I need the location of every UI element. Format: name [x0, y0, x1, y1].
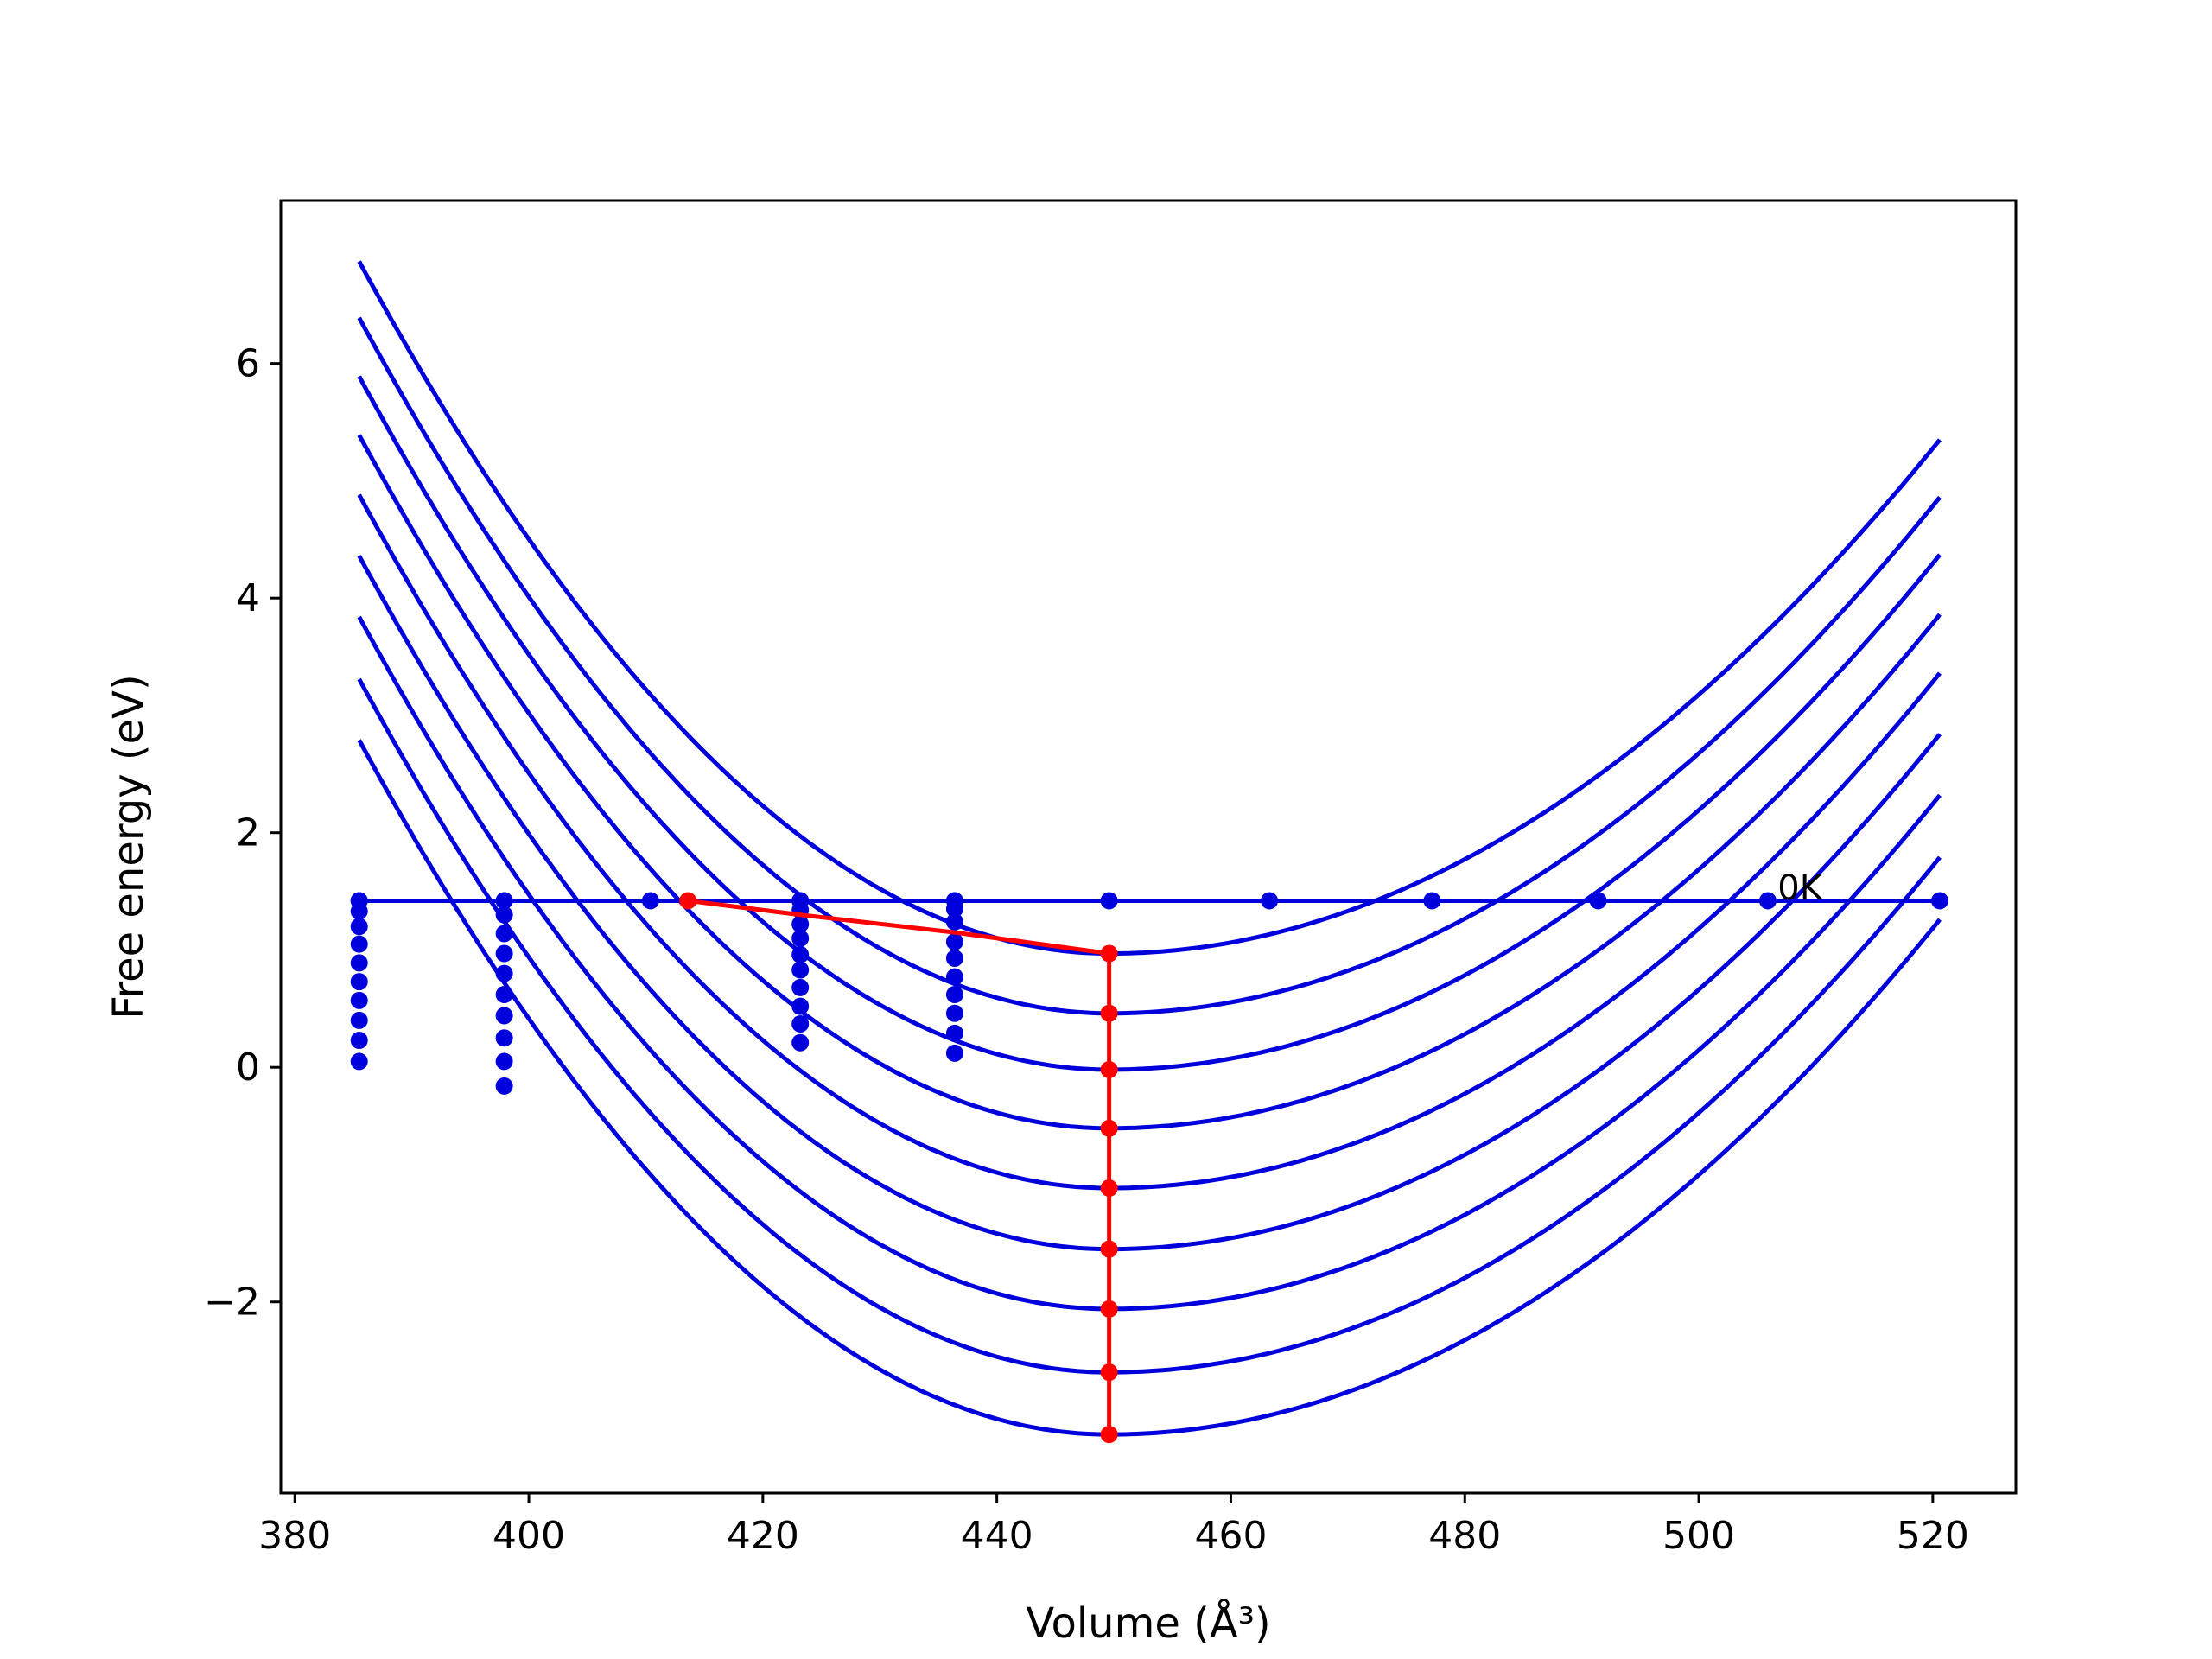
column-point: [945, 1044, 963, 1062]
red-vertical-point: [1100, 1426, 1118, 1444]
red-vertical-point: [1100, 1240, 1118, 1258]
red-vertical-point: [1100, 1300, 1118, 1318]
line-point: [1930, 892, 1948, 910]
energy-curve-2: [357, 316, 1942, 1016]
y-axis-ticks: −2 0 2 4 6: [204, 342, 281, 1325]
column-point: [791, 997, 810, 1015]
column-point: [791, 978, 810, 996]
column-point: [495, 964, 513, 982]
line-point: [1100, 892, 1118, 910]
line-point: [1589, 892, 1607, 910]
column-point: [350, 1011, 368, 1029]
column-point: [791, 1014, 810, 1033]
red-vertical-point: [1100, 1179, 1118, 1198]
column-point: [350, 1031, 368, 1049]
column-point: [495, 906, 513, 924]
energy-curve-5: [357, 493, 1942, 1191]
column-point: [495, 944, 513, 963]
x-tick-label: 400: [493, 1514, 565, 1558]
energy-curve-3: [357, 375, 1942, 1072]
column-point: [350, 991, 368, 1009]
x-tick-label: 480: [1428, 1514, 1501, 1558]
column-point: [495, 986, 513, 1004]
column-point: [791, 945, 810, 963]
red-path-start-point: [679, 892, 697, 910]
column-point: [350, 973, 368, 991]
column-point: [791, 961, 810, 979]
column-point: [495, 925, 513, 943]
column-point: [945, 912, 963, 931]
y-tick-label: 6: [236, 342, 260, 386]
column-point: [791, 929, 810, 947]
column-point: [791, 1033, 810, 1052]
column-point: [945, 1024, 963, 1042]
column-point: [945, 986, 963, 1004]
column-point: [350, 1052, 368, 1071]
energy-curve-4: [357, 434, 1942, 1131]
column-point: [945, 968, 963, 986]
x-tick-label: 520: [1897, 1514, 1969, 1558]
points-layer: [350, 892, 1948, 1095]
line-point: [1423, 892, 1441, 910]
x-tick-label: 420: [727, 1514, 799, 1558]
energy-curve-1: [357, 260, 1942, 956]
red-path: [687, 898, 1109, 957]
column-point: [945, 949, 963, 967]
x-axis-title: Volume (Å³): [1026, 1599, 1270, 1648]
plot-frame: [279, 199, 2018, 1495]
red-vertical-point: [1100, 1119, 1118, 1137]
column-point: [350, 954, 368, 972]
column-point: [350, 935, 368, 953]
y-tick-label: 0: [236, 1046, 260, 1090]
red-vertical-point: [1100, 1060, 1118, 1078]
annotation-0k: 0K: [1777, 868, 1823, 908]
line-point: [1758, 892, 1777, 910]
curves-layer: [357, 260, 1942, 1437]
column-point: [945, 1004, 963, 1022]
column-point: [495, 1007, 513, 1025]
column-point: [350, 918, 368, 936]
energy-curve-9: [357, 739, 1942, 1437]
column-point: [945, 899, 963, 918]
column-point: [495, 1077, 513, 1095]
y-tick-label: 2: [236, 811, 260, 855]
y-tick-label: −2: [204, 1281, 260, 1325]
x-tick-label: 460: [1194, 1514, 1267, 1558]
x-tick-label: 440: [961, 1514, 1033, 1558]
column-point: [945, 932, 963, 950]
y-tick-label: 4: [236, 576, 260, 620]
red-vertical-point: [1100, 944, 1118, 963]
energy-curve-8: [357, 677, 1942, 1375]
x-axis-ticks: 380 400 420 440 460 480 500 520: [258, 1493, 1969, 1558]
column-point: [495, 1029, 513, 1047]
x-tick-label: 380: [258, 1514, 331, 1558]
red-vertical-point: [1100, 1004, 1118, 1022]
red-vertical-point: [1100, 1363, 1118, 1382]
column-point: [350, 902, 368, 920]
column-point: [495, 1052, 513, 1071]
energy-curve-7: [357, 615, 1942, 1312]
column-point: [495, 892, 513, 910]
line-point: [1261, 892, 1279, 910]
column-point: [791, 915, 810, 933]
line-point: [641, 892, 659, 910]
red-layer: [679, 892, 1118, 1444]
y-axis-title: Free energy (eV): [105, 674, 153, 1019]
energy-curve-6: [357, 555, 1942, 1252]
x-tick-label: 500: [1662, 1514, 1735, 1558]
